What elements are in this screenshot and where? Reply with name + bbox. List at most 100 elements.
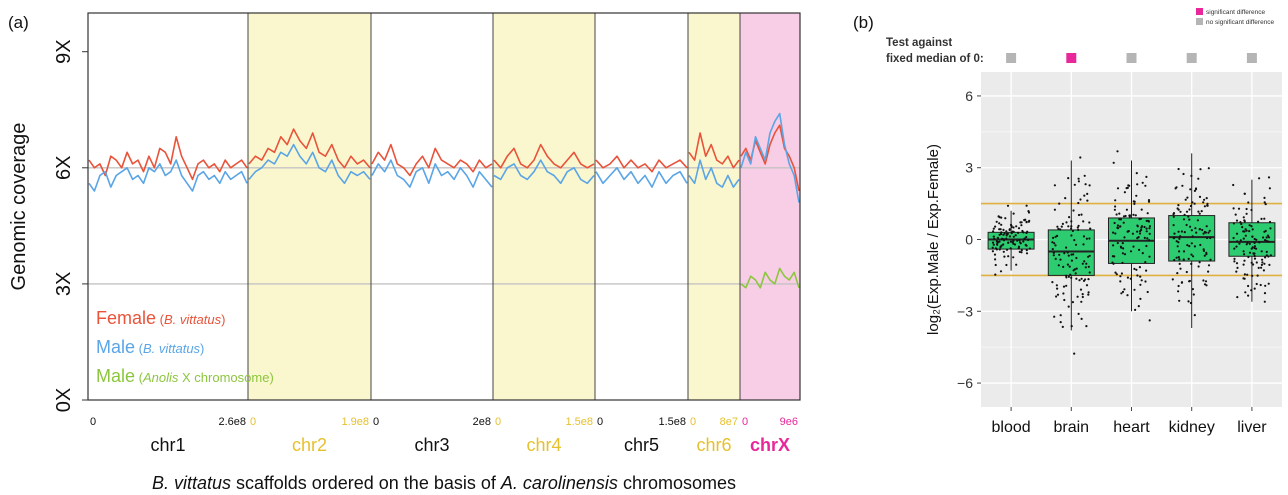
jitter-point — [1205, 253, 1208, 256]
jitter-point — [1250, 208, 1253, 212]
jitter-point — [1135, 172, 1138, 175]
jitter-point — [1250, 289, 1253, 292]
jitter-point — [1264, 284, 1267, 287]
jitter-point — [1131, 232, 1134, 235]
jitter-point — [1182, 250, 1186, 253]
jitter-point — [993, 237, 996, 240]
jitter-point — [1002, 228, 1005, 231]
jitter-point — [1070, 259, 1073, 262]
jitter-point — [1190, 174, 1193, 177]
x-axis-label-part: A. carolinensis — [500, 473, 618, 493]
jitter-point — [1053, 208, 1056, 211]
chromosome-start-label: 0 — [90, 416, 96, 428]
jitter-point — [1262, 269, 1265, 272]
jitter-point — [1147, 199, 1151, 202]
jitter-point — [1181, 184, 1184, 187]
jitter-point — [1253, 247, 1256, 250]
jitter-point — [1203, 198, 1206, 201]
jitter-point — [1141, 252, 1144, 255]
jitter-point — [1201, 228, 1204, 232]
test-label-line2: fixed median of 0: — [886, 53, 984, 65]
box-liver — [1228, 176, 1276, 303]
jitter-point — [1258, 177, 1261, 180]
chromosome-end-label: 1.5e8 — [658, 416, 686, 428]
jitter-point — [1136, 224, 1139, 227]
jitter-point — [1265, 236, 1268, 239]
jitter-point — [1025, 231, 1028, 235]
jitter-point — [1263, 262, 1266, 265]
jitter-point — [1009, 223, 1013, 226]
jitter-point — [1243, 273, 1246, 276]
jitter-point — [1084, 266, 1087, 269]
jitter-point — [1179, 210, 1182, 213]
jitter-point — [1245, 229, 1248, 232]
jitter-point — [1085, 262, 1088, 265]
jitter-point — [1088, 254, 1091, 257]
jitter-point — [992, 235, 995, 238]
jitter-point — [1124, 214, 1127, 218]
jitter-point — [1267, 255, 1270, 258]
jitter-point — [1171, 278, 1174, 281]
legend-sub-prefix: Anolis — [142, 370, 179, 385]
jitter-point — [1207, 270, 1210, 273]
jitter-point — [994, 247, 998, 250]
jitter-point — [1190, 242, 1193, 245]
jitter-point — [1190, 262, 1193, 265]
jitter-point — [1018, 241, 1022, 244]
jitter-point — [1176, 272, 1179, 275]
jitter-point — [1136, 183, 1139, 186]
jitter-point — [1080, 300, 1083, 303]
jitter-point — [1023, 218, 1026, 222]
jitter-point — [1206, 236, 1209, 240]
jitter-point — [1121, 261, 1124, 264]
jitter-point — [1070, 220, 1073, 223]
jitter-point — [1178, 258, 1181, 261]
jitter-point — [1244, 291, 1247, 294]
chromosome-start-label: 0 — [597, 416, 603, 428]
jitter-point — [1055, 284, 1058, 287]
jitter-point — [1182, 172, 1185, 176]
jitter-point — [1245, 207, 1248, 211]
jitter-point — [1116, 224, 1119, 227]
chromosome-band-chr6 — [688, 13, 740, 400]
jitter-point — [1146, 212, 1149, 215]
jitter-point — [1119, 245, 1122, 248]
jitter-point — [1123, 253, 1127, 256]
jitter-point — [1269, 254, 1272, 257]
jitter-point — [1070, 225, 1073, 228]
jitter-point — [1067, 225, 1070, 228]
jitter-point — [1250, 225, 1253, 228]
jitter-point — [1123, 236, 1126, 239]
series-line-0-chr4 — [493, 143, 595, 169]
series-line-0-chr6 — [688, 132, 740, 169]
jitter-point — [1197, 177, 1200, 180]
jitter-point — [1067, 177, 1070, 180]
jitter-point — [995, 240, 999, 243]
jitter-point — [1065, 246, 1068, 249]
jitter-point — [1189, 225, 1192, 228]
legend-name: Male — [96, 337, 135, 357]
jitter-point — [1064, 197, 1067, 200]
jitter-point — [1017, 227, 1021, 230]
jitter-point — [1005, 248, 1009, 251]
jitter-point — [1065, 221, 1068, 224]
jitter-point — [1143, 236, 1146, 239]
jitter-point — [1079, 288, 1083, 291]
jitter-point — [1084, 183, 1087, 186]
jitter-point — [1198, 228, 1201, 231]
jitter-point — [991, 241, 995, 244]
jitter-point — [1023, 237, 1026, 240]
jitter-point — [1118, 218, 1121, 221]
jitter-point — [1172, 224, 1175, 227]
jitter-point — [1263, 196, 1266, 199]
jitter-point — [1257, 220, 1260, 223]
jitter-point — [1269, 227, 1272, 230]
jitter-point — [1053, 184, 1056, 187]
jitter-point — [1062, 292, 1065, 295]
jitter-point — [1065, 274, 1068, 277]
chromosome-name-chr1: chr1 — [150, 435, 185, 455]
jitter-point — [1025, 221, 1028, 224]
jitter-point — [1000, 244, 1003, 247]
legend-name: Female — [96, 308, 156, 328]
jitter-point — [1177, 230, 1180, 233]
